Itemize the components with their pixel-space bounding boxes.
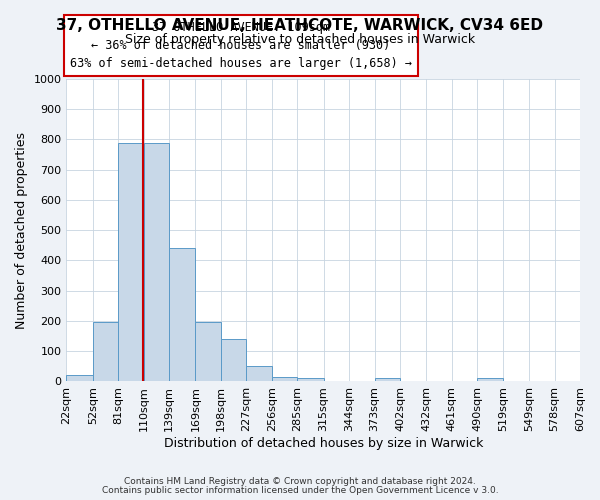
Bar (93, 322, 118, 382)
Bar (118, 142, 143, 382)
Bar (374, 378, 400, 382)
Bar (272, 377, 298, 382)
Bar (298, 378, 323, 382)
Bar (221, 339, 247, 382)
Text: Contains HM Land Registry data © Crown copyright and database right 2024.: Contains HM Land Registry data © Crown c… (124, 477, 476, 486)
Text: Contains public sector information licensed under the Open Government Licence v : Contains public sector information licen… (101, 486, 499, 495)
Bar (196, 322, 221, 382)
Bar (143, 142, 169, 382)
Y-axis label: Number of detached properties: Number of detached properties (15, 132, 28, 328)
Bar (169, 248, 196, 382)
Text: 37, OTHELLO AVENUE, HEATHCOTE, WARWICK, CV34 6ED: 37, OTHELLO AVENUE, HEATHCOTE, WARWICK, … (56, 18, 544, 32)
Text: Size of property relative to detached houses in Warwick: Size of property relative to detached ho… (125, 32, 475, 46)
X-axis label: Distribution of detached houses by size in Warwick: Distribution of detached houses by size … (164, 437, 483, 450)
Bar (477, 378, 503, 382)
Bar (247, 366, 272, 382)
Text: 37 OTHELLO AVENUE: 109sqm
← 36% of detached houses are smaller (930)
63% of semi: 37 OTHELLO AVENUE: 109sqm ← 36% of detac… (70, 21, 412, 70)
Bar (67, 376, 93, 382)
